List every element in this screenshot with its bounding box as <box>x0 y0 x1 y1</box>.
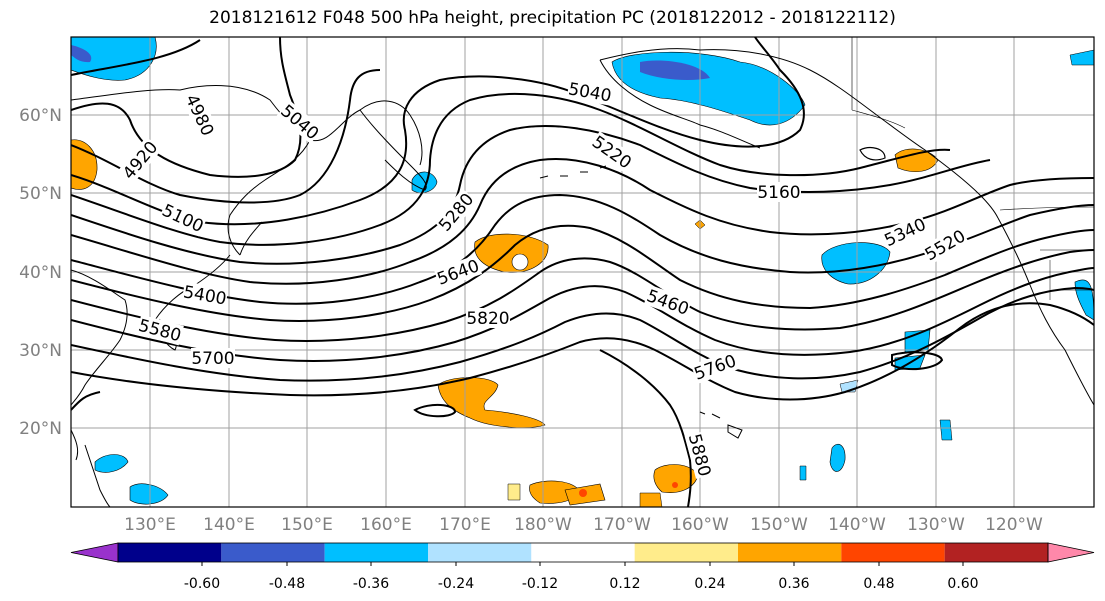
colorbar-tick-label: 0.48 <box>863 576 894 592</box>
longitude-labels: 130°E 140°E 150°E 160°E 170°E 180°W 170°W 160°W… <box>124 515 1043 535</box>
colorbar-swatch <box>324 543 428 562</box>
contour-label: 5760 <box>692 351 739 385</box>
colorbar-tick-labels: -0.60 -0.48 -0.36 -0.24 -0.12 0.12 0.24 0.36 0.4… <box>184 576 979 592</box>
latitude-labels: 60°N 50°N 40°N 30°N 20°N <box>19 106 62 439</box>
lon-label: 130°E <box>124 515 176 535</box>
lon-label: 150°W <box>750 515 808 535</box>
colorbar-tick-label: 0.12 <box>609 576 640 592</box>
colorbar-tick-label: 0.36 <box>778 576 809 592</box>
contour-label: 5400 <box>182 282 228 309</box>
contour-label: 5100 <box>159 201 207 237</box>
contour-label: 5280 <box>435 190 478 236</box>
lat-label: 60°N <box>19 106 62 126</box>
contour-label: 5700 <box>191 349 234 369</box>
lon-label: 140°E <box>203 515 255 535</box>
contour-label: 4920 <box>119 138 162 184</box>
lat-label: 30°N <box>19 341 62 361</box>
colorbar-swatch <box>118 543 222 562</box>
colorbar-tick-label: 0.24 <box>694 576 725 592</box>
colorbar-swatch <box>634 543 738 562</box>
colorbar-swatch <box>531 543 635 562</box>
precip-shading <box>71 37 1094 507</box>
lon-label: 150°E <box>281 515 333 535</box>
coastlines <box>71 37 1094 507</box>
colorbar <box>70 542 1095 566</box>
lat-label: 50°N <box>19 184 62 204</box>
colorbar-swatch <box>428 543 532 562</box>
contour-label: 5340 <box>882 215 930 251</box>
lon-label: 180°W <box>514 515 572 535</box>
lon-label: 170°W <box>593 515 651 535</box>
colorbar-tick-label: -0.60 <box>184 576 220 592</box>
contour-label: 5160 <box>757 183 800 203</box>
contour-label: 5820 <box>466 309 509 329</box>
colorbar-swatch <box>738 543 842 562</box>
colorbar-swatch <box>944 543 1048 562</box>
colorbar-tick-label: -0.48 <box>269 576 305 592</box>
lon-label: 140°W <box>828 515 886 535</box>
lat-label: 40°N <box>19 263 62 283</box>
contour-label: 5640 <box>435 256 482 290</box>
lat-label: 20°N <box>19 419 62 439</box>
lon-label: 130°W <box>907 515 965 535</box>
lon-label: 170°E <box>439 515 491 535</box>
contour-label: 5040 <box>276 101 322 144</box>
colorbar-extend-low <box>70 542 119 563</box>
lon-label: 160°W <box>671 515 729 535</box>
lon-label: 160°E <box>360 515 412 535</box>
colorbar-extend-high <box>1047 542 1095 563</box>
map-frame <box>70 36 1095 508</box>
colorbar-tick-label: -0.36 <box>353 576 389 592</box>
lon-label: 120°W <box>985 515 1043 535</box>
colorbar-tick-label: 0.60 <box>947 576 978 592</box>
colorbar-swatch <box>841 543 945 562</box>
colorbar-tick-label: -0.12 <box>522 576 558 592</box>
colorbar-tick-label: -0.24 <box>438 576 474 592</box>
chart-title: 2018121612 F048 500 hPa height, precipit… <box>209 8 896 28</box>
graticule <box>71 37 1094 507</box>
colorbar-swatch <box>221 543 325 562</box>
